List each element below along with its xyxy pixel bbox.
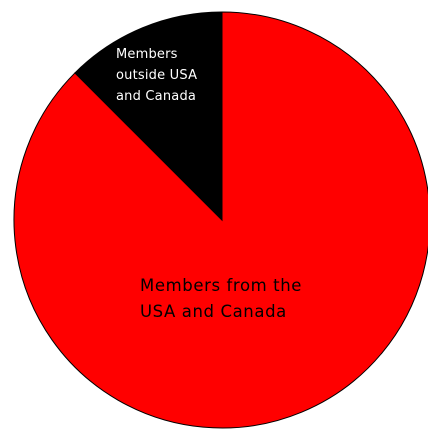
slice-label-line: USA and Canada bbox=[140, 302, 287, 321]
label-usa-canada: Members from the USA and Canada bbox=[140, 276, 302, 321]
pie-slices bbox=[13, 11, 428, 429]
slice-label-line: outside USA bbox=[116, 68, 197, 83]
pie-labels: Members from the USA and Canada Members out… bbox=[116, 47, 302, 321]
label-outside-usa-canada: Members outside USA and Canada bbox=[116, 47, 197, 104]
slice-outside-usa-canada bbox=[74, 11, 223, 222]
slice-label-line: and Canada bbox=[116, 89, 196, 104]
slice-label-line: Members from the bbox=[140, 276, 302, 295]
slice-label-line: Members bbox=[116, 47, 178, 62]
